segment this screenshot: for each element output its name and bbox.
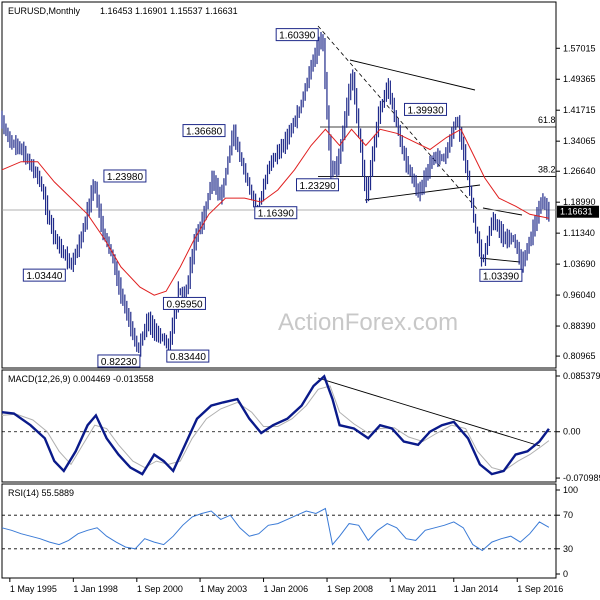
annotation-label: 1.03440 [26,271,63,282]
rsi-y-tick-label: 70 [563,510,573,520]
annotation-label: 1.03390 [483,271,520,282]
price-annotations: 1.60390 1.36680 1.23980 1.03440 1.16390 1.232… [22,28,523,368]
rsi-header: RSI(14) 55.5889 [8,488,74,498]
price-y-axis: 1.57015 1.49365 1.41715 1.34065 1.26640 1.189… [556,43,596,361]
price-y-tick-label: 1.49365 [563,74,596,84]
annotation-box [295,178,339,192]
macd-y-tick-label: 0.085379 [563,371,600,381]
annotation: 0.95950 [162,296,206,310]
macd-y-tick-label: -0.070989 [563,473,600,483]
price-y-tick-label: 0.88390 [563,321,596,331]
annotation: 1.23290 [295,178,339,192]
annotation-box [275,28,319,42]
price-y-tick-label: 1.41715 [563,105,596,115]
annotation-label: 1.23980 [107,172,144,183]
annotation: 1.36680 [182,124,226,138]
macd-y-tick-label: 0.00 [563,427,581,437]
annotation: 1.16390 [254,206,298,220]
price-bars [1,31,550,357]
annotation-label: 0.82230 [101,357,138,368]
current-price-label: 1.16631 [557,205,599,218]
x-axis: 1 May 1995 1 Jan 1998 1 Sep 2000 1 May 2003… [9,578,563,594]
annotation-box [182,124,226,138]
price-y-tick-label: 1.57015 [563,43,596,53]
annotation-label: 1.39930 [408,105,445,116]
current-price-text: 1.16631 [560,207,593,217]
rsi-panel-frame [1,483,557,579]
triangle-upper-line [349,59,476,91]
annotation: 1.03390 [479,268,523,282]
rsi-y-tick-label: 30 [563,544,573,554]
annotation: 1.60390 [275,28,319,42]
macd-trendline [317,377,541,447]
x-tick-label: 1 May 2003 [200,584,247,594]
price-y-tick-label: 1.11340 [563,228,595,238]
annotation-label: 1.16390 [258,209,295,220]
x-tick-label: 1 Sep 2000 [137,584,183,594]
price-y-tick-label: 1.03690 [563,259,596,269]
annotation-box [479,268,523,282]
price-y-tick-label: 1.18990 [563,197,596,207]
annotation-box [404,102,448,116]
macd-y-axis: 0.085379 0.00 -0.070989 [556,371,600,483]
x-tick-label: 1 May 1995 [10,584,57,594]
macd-header: MACD(12,26,9) 0.004469 -0.013558 [8,374,154,384]
flag-lower-line [479,257,521,263]
x-tick-label: 1 Jan 1998 [73,584,118,594]
annotation: 0.82230 [97,354,141,368]
annotation-box [97,354,141,368]
annotation-box [162,296,206,310]
annotation: 0.83440 [166,349,210,363]
macd-line [1,374,550,476]
x-tick-label: 1 Jan 2006 [264,584,309,594]
x-tick-label: 1 Jan 2014 [454,584,499,594]
rsi-y-tick-label: 0 [563,569,568,579]
x-tick-label: 1 Sep 2008 [327,584,373,594]
fib-levels: 61.8 38.2 [318,115,556,177]
annotation-box [166,349,210,363]
annotation: 1.23980 [103,169,147,183]
price-y-tick-label: 0.80965 [563,351,596,361]
rsi-line [1,507,550,552]
fib-level-label: 61.8 [538,115,556,125]
annotation-label: 1.23290 [299,181,336,192]
annotation-label: 1.36680 [186,127,223,138]
annotation: 1.39930 [404,102,448,116]
price-y-tick-label: 1.26640 [563,166,596,176]
rsi-y-axis: 100 70 30 0 [556,485,578,579]
price-header-symbol: EURUSD,Monthly [8,6,81,16]
current-price-box [557,205,599,218]
dashed-trendline [317,25,479,211]
price-y-tick-label: 0.96040 [563,290,596,300]
fib-level-label: 38.2 [538,165,556,175]
x-tick-label: 1 Sep 2016 [517,584,563,594]
annotation: 1.03440 [22,268,66,282]
annotation-box [103,169,147,183]
price-panel-frame [1,1,557,369]
moving-average [1,128,550,296]
rsi-y-tick-label: 100 [563,485,578,495]
annotation-label: 0.95950 [166,299,203,310]
annotation-box [254,206,298,220]
price-header-ohlc: 1.16453 1.16901 1.15537 1.16631 [100,6,238,16]
x-tick-label: 1 May 2011 [390,584,436,594]
annotation-box [22,268,66,282]
macd-panel-frame [1,369,557,483]
macd-signal-line [1,385,550,472]
macd-lines [1,374,556,476]
ma-line [1,128,550,296]
flag-upper-line [482,207,523,216]
annotation-label: 1.60390 [279,31,316,42]
watermark: ActionForex.com [278,309,458,336]
price-y-tick-label: 1.34065 [563,136,596,146]
annotation-label: 0.83440 [170,352,207,363]
rsi-lines [1,507,556,552]
